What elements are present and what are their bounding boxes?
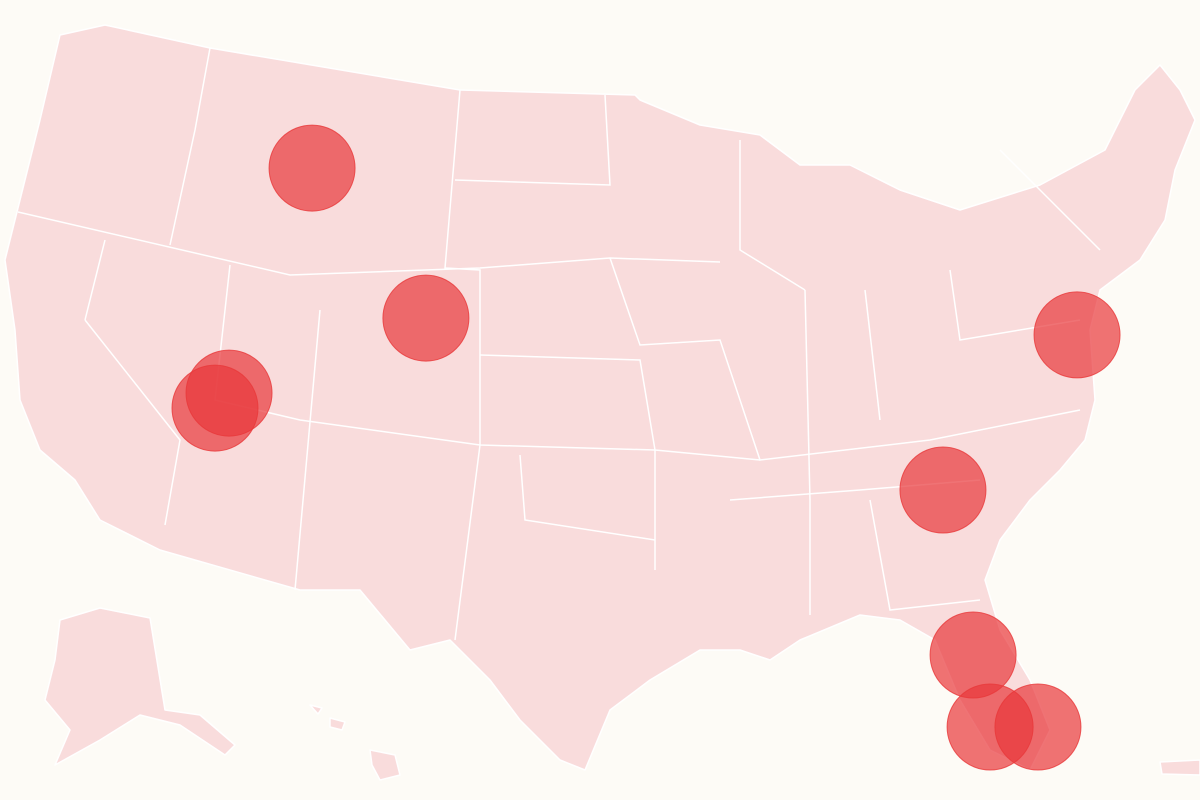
map-marker[interactable] xyxy=(1033,291,1121,379)
marker-layer xyxy=(171,124,1121,771)
puerto-rico xyxy=(1159,759,1200,776)
alaska xyxy=(44,607,236,766)
hawaii xyxy=(309,704,401,781)
map-marker[interactable] xyxy=(899,446,987,534)
land-layer xyxy=(4,24,1200,781)
map-marker[interactable] xyxy=(929,611,1017,699)
map-marker[interactable] xyxy=(171,364,259,452)
state-borders xyxy=(17,47,1101,641)
map-marker[interactable] xyxy=(268,124,356,212)
map-marker[interactable] xyxy=(994,683,1082,771)
map-marker[interactable] xyxy=(382,274,470,362)
